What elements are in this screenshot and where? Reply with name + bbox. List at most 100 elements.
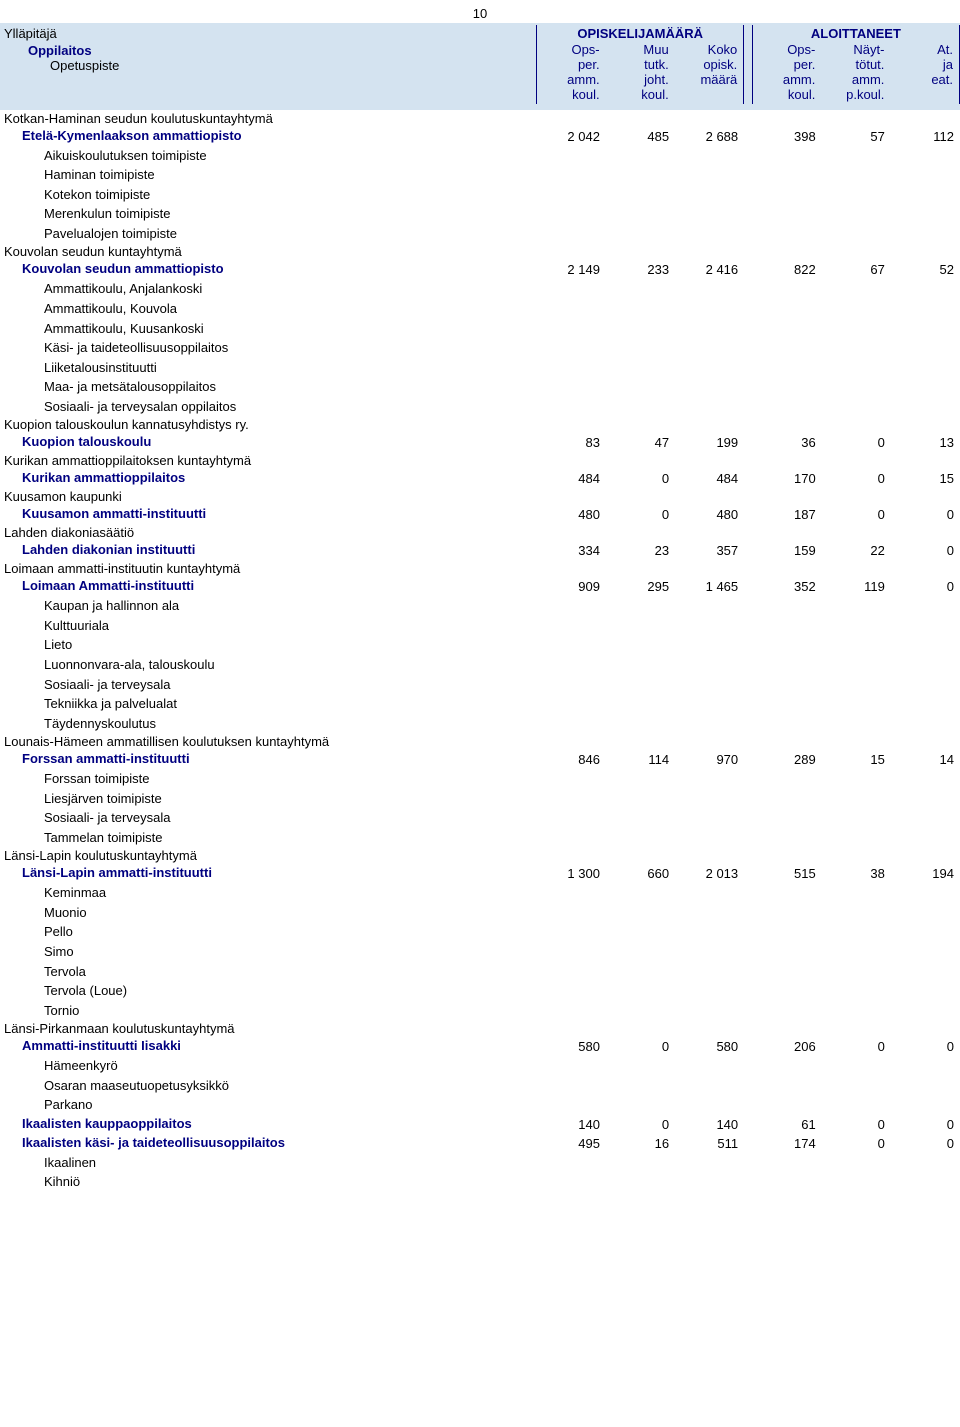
opetuspiste-name: Osaran maaseutuopetusyksikkö — [0, 1076, 537, 1096]
yllapitaja-name: Kouvolan seudun kuntayhtymä — [0, 243, 537, 260]
opetuspiste-name: Pello — [0, 922, 537, 942]
opetuspiste-name: Parkano — [0, 1095, 537, 1115]
value-cell: 0 — [891, 1037, 960, 1056]
header-label-oppilaitos: Oppilaitos — [6, 43, 530, 58]
value-cell: 233 — [606, 260, 675, 279]
value-cell: 0 — [822, 469, 891, 488]
opetuspiste-name: Merenkulun toimipiste — [0, 204, 537, 224]
oppilaitos-name: Kuopion talouskoulu — [0, 433, 537, 452]
oppilaitos-name: Länsi-Lapin ammatti-instituutti — [0, 864, 537, 883]
header-col-6: At.jaeat. — [890, 42, 959, 104]
value-cell: 22 — [822, 541, 891, 560]
opetuspiste-name: Hämeenkyrö — [0, 1056, 537, 1076]
value-cell: 295 — [606, 577, 675, 596]
opetuspiste-name: Muonio — [0, 903, 537, 923]
value-cell: 199 — [675, 433, 744, 452]
yllapitaja-name: Länsi-Lapin koulutuskuntayhtymä — [0, 847, 537, 864]
opetuspiste-name: Ikaalinen — [0, 1153, 537, 1173]
page-number: 10 — [0, 0, 960, 23]
value-cell: 52 — [891, 260, 960, 279]
oppilaitos-name: Ikaalisten käsi- ja taideteollisuusoppil… — [0, 1134, 537, 1153]
value-cell: 0 — [891, 505, 960, 524]
value-cell: 0 — [822, 1134, 891, 1153]
yllapitaja-name: Länsi-Pirkanmaan koulutuskuntayhtymä — [0, 1020, 537, 1037]
value-cell: 36 — [753, 433, 822, 452]
value-cell: 484 — [675, 469, 744, 488]
header-group-aloittaneet: ALOITTANEET — [752, 25, 959, 42]
value-cell: 289 — [753, 750, 822, 769]
opetuspiste-name: Käsi- ja taideteollisuusoppilaitos — [0, 338, 537, 358]
value-cell: 0 — [606, 1037, 675, 1056]
value-cell: 0 — [891, 577, 960, 596]
opetuspiste-name: Tervola — [0, 962, 537, 982]
header-group-opiskelijamaara: OPISKELIJAMÄÄRÄ — [537, 25, 744, 42]
value-cell: 822 — [753, 260, 822, 279]
value-cell: 480 — [675, 505, 744, 524]
yllapitaja-name: Loimaan ammatti-instituutin kuntayhtymä — [0, 560, 537, 577]
oppilaitos-name: Ikaalisten kauppaoppilaitos — [0, 1115, 537, 1134]
oppilaitos-name: Forssan ammatti-instituutti — [0, 750, 537, 769]
value-cell: 909 — [537, 577, 606, 596]
value-cell: 194 — [891, 864, 960, 883]
value-cell: 83 — [537, 433, 606, 452]
header-label-yllapitaja: Ylläpitäjä — [0, 25, 537, 42]
opetuspiste-name: Lieto — [0, 635, 537, 655]
value-cell: 2 042 — [537, 127, 606, 146]
value-cell: 352 — [753, 577, 822, 596]
value-cell: 14 — [891, 750, 960, 769]
opetuspiste-name: Pavelualojen toimipiste — [0, 224, 537, 244]
value-cell: 0 — [822, 1037, 891, 1056]
opetuspiste-name: Maa- ja metsätalousoppilaitos — [0, 377, 537, 397]
value-cell: 13 — [891, 433, 960, 452]
value-cell: 112 — [891, 127, 960, 146]
value-cell: 61 — [753, 1115, 822, 1134]
opetuspiste-name: Ammattikoulu, Kouvola — [0, 299, 537, 319]
opetuspiste-name: Sosiaali- ja terveysala — [0, 808, 537, 828]
value-cell: 485 — [606, 127, 675, 146]
value-cell: 660 — [606, 864, 675, 883]
value-cell: 16 — [606, 1134, 675, 1153]
oppilaitos-name: Kurikan ammattioppilaitos — [0, 469, 537, 488]
opetuspiste-name: Liesjärven toimipiste — [0, 789, 537, 809]
opetuspiste-name: Sosiaali- ja terveysalan oppilaitos — [0, 397, 537, 417]
value-cell: 580 — [537, 1037, 606, 1056]
yllapitaja-name: Lahden diakoniasäätiö — [0, 524, 537, 541]
opetuspiste-name: Sosiaali- ja terveysala — [0, 675, 537, 695]
value-cell: 0 — [822, 505, 891, 524]
yllapitaja-name: Lounais-Hämeen ammatillisen koulutuksen … — [0, 733, 537, 750]
value-cell: 0 — [891, 541, 960, 560]
value-cell: 67 — [822, 260, 891, 279]
value-cell: 187 — [753, 505, 822, 524]
header-col-4: Ops-per.amm.koul. — [752, 42, 821, 104]
opetuspiste-name: Ammattikoulu, Kuusankoski — [0, 319, 537, 339]
value-cell: 495 — [537, 1134, 606, 1153]
value-cell: 2 149 — [537, 260, 606, 279]
value-cell: 159 — [753, 541, 822, 560]
value-cell: 15 — [822, 750, 891, 769]
value-cell: 480 — [537, 505, 606, 524]
value-cell: 580 — [675, 1037, 744, 1056]
opetuspiste-name: Kotekon toimipiste — [0, 185, 537, 205]
opetuspiste-name: Täydennyskoulutus — [0, 714, 537, 734]
value-cell: 484 — [537, 469, 606, 488]
value-cell: 515 — [753, 864, 822, 883]
value-cell: 2 688 — [675, 127, 744, 146]
opetuspiste-name: Ammattikoulu, Anjalankoski — [0, 279, 537, 299]
value-cell: 0 — [822, 1115, 891, 1134]
opetuspiste-name: Kaupan ja hallinnon ala — [0, 596, 537, 616]
yllapitaja-name: Kurikan ammattioppilaitoksen kuntayhtymä — [0, 452, 537, 469]
value-cell: 357 — [675, 541, 744, 560]
value-cell: 2 416 — [675, 260, 744, 279]
yllapitaja-name: Kuusamon kaupunki — [0, 488, 537, 505]
table-body: Kotkan-Haminan seudun koulutuskuntayhtym… — [0, 110, 960, 1192]
value-cell: 334 — [537, 541, 606, 560]
value-cell: 0 — [606, 1115, 675, 1134]
value-cell: 140 — [675, 1115, 744, 1134]
opetuspiste-name: Liiketalousinstituutti — [0, 358, 537, 378]
value-cell: 119 — [822, 577, 891, 596]
yllapitaja-name: Kuopion talouskoulun kannatusyhdistys ry… — [0, 416, 537, 433]
header-col-1: Ops-per.amm.koul. — [537, 42, 606, 104]
value-cell: 2 013 — [675, 864, 744, 883]
oppilaitos-name: Kouvolan seudun ammattiopisto — [0, 260, 537, 279]
value-cell: 47 — [606, 433, 675, 452]
